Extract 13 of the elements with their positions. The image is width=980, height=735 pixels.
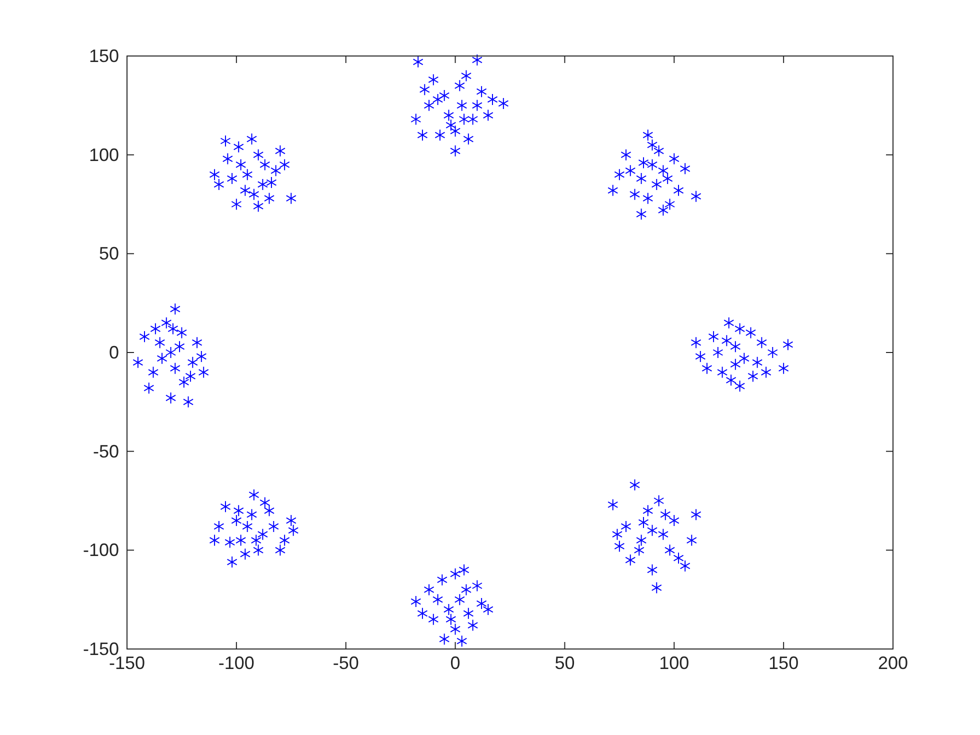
x-tick-label: 0 [450,653,460,673]
y-tick-label: 50 [98,244,119,264]
y-tick-label: 0 [108,342,119,362]
x-tick-label: 150 [768,653,799,673]
x-tick-label: 200 [878,653,908,673]
y-tick-label: 100 [88,144,119,165]
x-tick-label: -100 [218,653,254,673]
y-tick-label: -50 [92,441,119,462]
y-tick-label: 150 [88,46,119,66]
x-tick-label: -50 [332,653,359,673]
x-tick-label: 100 [659,653,690,673]
x-tick-label: 50 [554,653,575,673]
y-tick-label: -100 [82,540,119,560]
